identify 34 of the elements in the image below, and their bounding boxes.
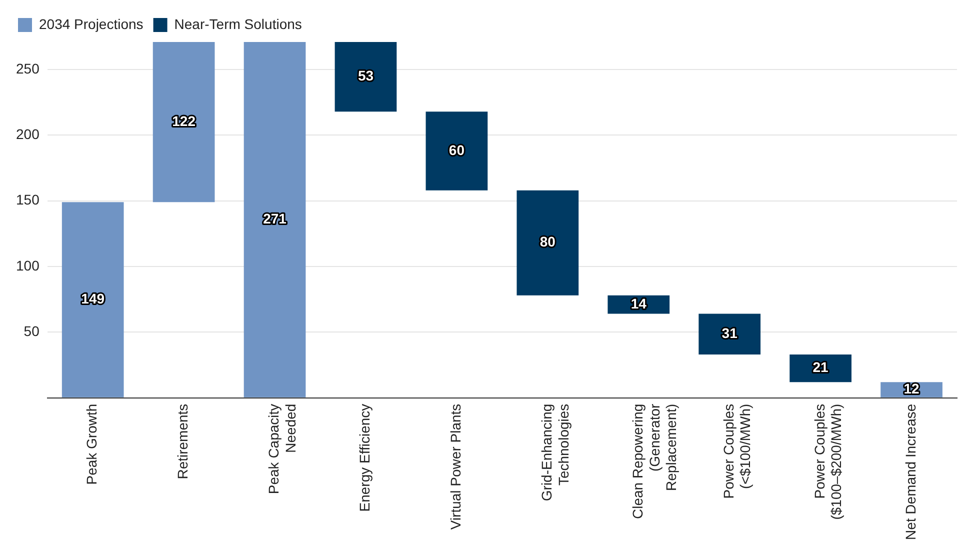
x-tick-label: Power Couples ($100–$200/MWh) [811, 404, 844, 520]
data-label: 53 [358, 68, 374, 84]
data-label: 14 [630, 295, 647, 312]
x-tick-label: Grid-Enhancing Technologies [538, 404, 572, 502]
x-tick-label: Virtual Power Plants [448, 404, 464, 530]
y-tick-label: 200 [16, 126, 40, 142]
data-label: 12 [904, 380, 920, 397]
data-label: 80 [540, 234, 556, 250]
x-tick-label: Power Couples (<$100/MWh) [720, 404, 754, 499]
data-label: 271 [263, 210, 287, 227]
y-tick-label: 150 [16, 192, 40, 208]
x-tick-label: Peak Growth [84, 404, 100, 485]
data-label: 31 [722, 325, 738, 341]
x-tick-label: Peak Capacity Needed [266, 404, 298, 494]
bar [244, 42, 306, 398]
bar [334, 42, 397, 112]
data-label: 149 [81, 290, 105, 307]
bar [516, 190, 579, 296]
legend-label: Near-Term Solutions [174, 16, 302, 32]
x-tick-label: Clean Repowering (Generator Replacement) [629, 403, 680, 520]
data-label: 122 [172, 112, 196, 129]
bar [698, 314, 761, 354]
x-tick-label: Retirements [174, 404, 191, 480]
y-tick-label: 100 [16, 257, 40, 274]
bar [152, 42, 215, 202]
bar [426, 112, 488, 190]
y-tick-label: 50 [24, 323, 40, 340]
legend-label: 2034 Projections [39, 16, 144, 32]
x-tick-label: Energy Efficiency [356, 404, 373, 512]
data-label: 21 [812, 359, 829, 376]
x-tick-label: Net Demand Increase [902, 404, 918, 540]
y-tick-label: 250 [16, 60, 40, 76]
bar [62, 202, 124, 398]
data-label: 60 [448, 142, 465, 158]
